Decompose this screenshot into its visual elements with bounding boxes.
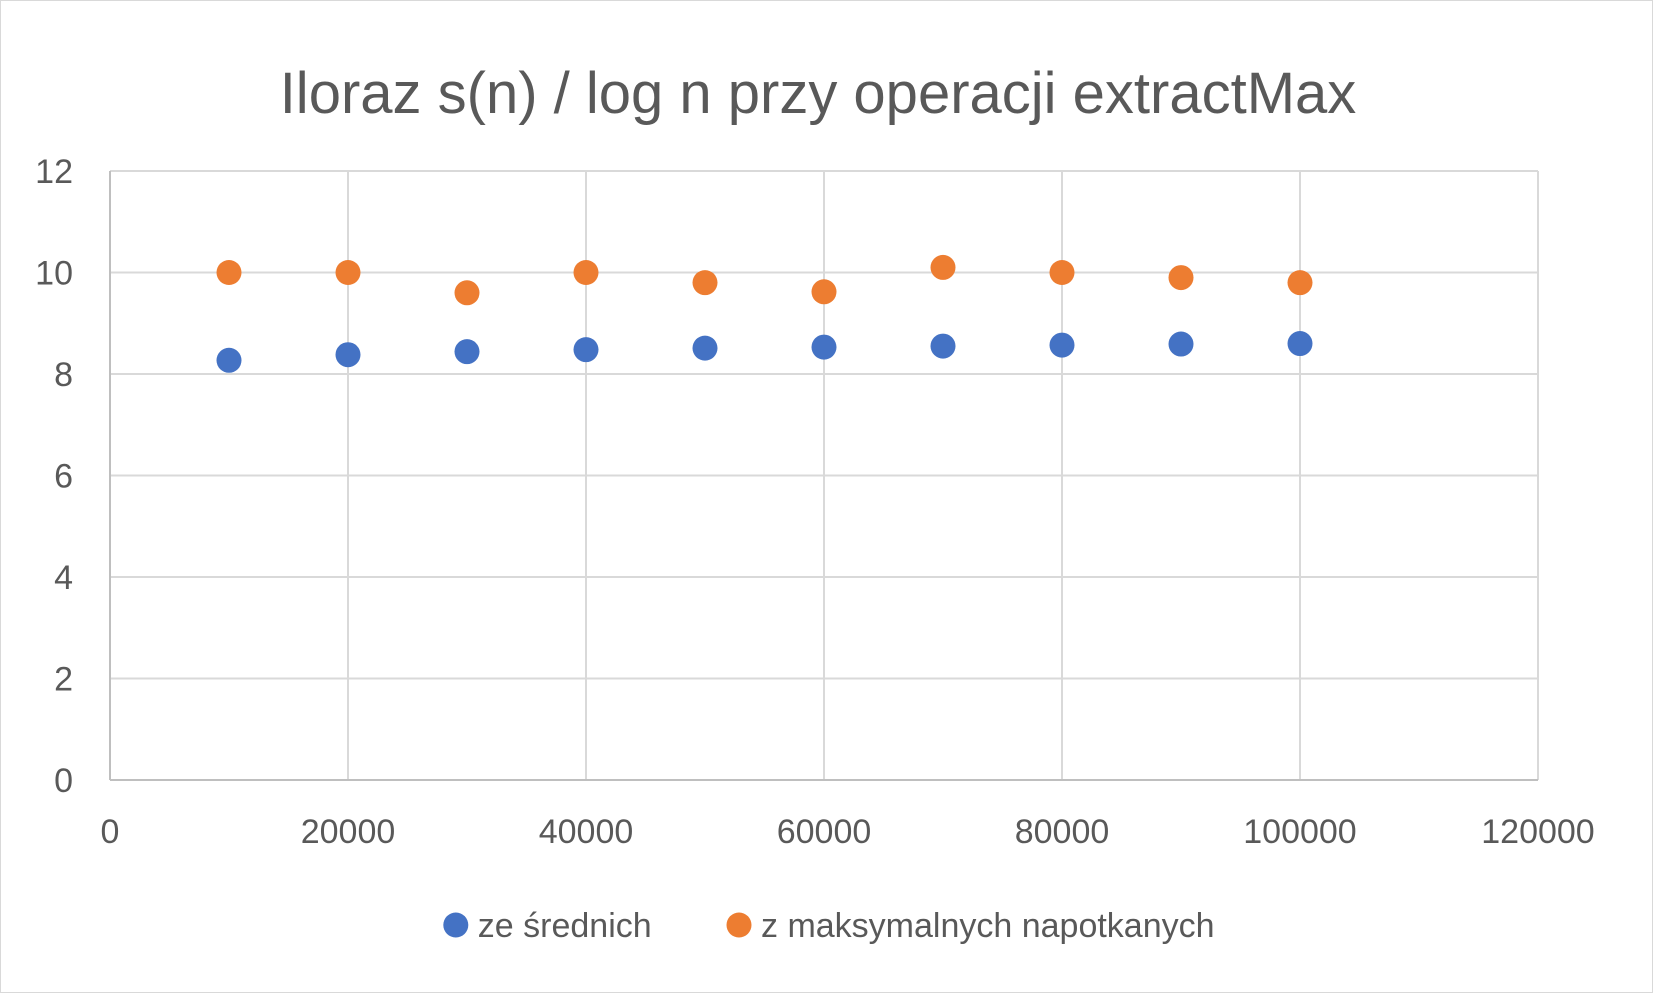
legend-label-2: z maksymalnych napotkanych [761,907,1215,945]
y-tick-label: 10 [35,255,73,293]
data-point-series-2 [811,279,837,305]
x-tick-label: 80000 [1015,813,1110,851]
grid-lines [110,170,1539,780]
y-tick-label: 0 [54,762,73,800]
legend: ze średnich z maksymalnych napotkanych [443,907,1215,945]
data-points [216,254,1313,373]
y-tick-label: 2 [54,661,73,699]
x-tick-label: 40000 [539,813,634,851]
legend-marker-1 [443,912,469,938]
x-tick-label: 60000 [777,813,872,851]
data-point-series-1 [454,339,480,365]
axes [109,171,1538,781]
y-tick-label: 12 [35,153,73,191]
data-point-series-2 [930,254,956,280]
x-tick-label: 20000 [301,813,396,851]
data-point-series-1 [930,333,956,359]
data-point-series-2 [1287,270,1313,296]
data-point-series-1 [573,337,599,363]
data-point-series-2 [216,260,242,285]
x-tick-label: 120000 [1481,813,1594,851]
chart-title: Iloraz s(n) / log n przy operacji extrac… [280,61,1357,126]
data-point-series-1 [811,334,837,360]
data-point-series-1 [692,335,718,361]
data-point-series-2 [1168,265,1194,291]
data-point-series-2 [1049,260,1075,285]
x-tick-label: 0 [101,813,120,851]
data-point-series-1 [1168,331,1194,357]
data-point-series-1 [1287,331,1313,357]
data-point-series-2 [335,260,361,285]
y-tick-label: 6 [54,458,73,496]
data-point-series-1 [1049,332,1075,358]
legend-label-1: ze średnich [478,907,652,945]
y-tick-label: 8 [54,356,73,394]
legend-marker-2 [726,912,752,938]
tick-labels: 0 2 4 6 8 10 12 0 20000 40000 60000 80000 100000 1200… [35,153,1595,851]
data-point-series-2 [692,270,718,296]
data-point-series-2 [454,280,480,306]
y-tick-label: 4 [54,559,73,597]
data-point-series-1 [335,342,361,368]
data-point-series-1 [216,347,242,373]
data-point-series-2 [573,260,599,285]
x-tick-label: 100000 [1243,813,1356,851]
